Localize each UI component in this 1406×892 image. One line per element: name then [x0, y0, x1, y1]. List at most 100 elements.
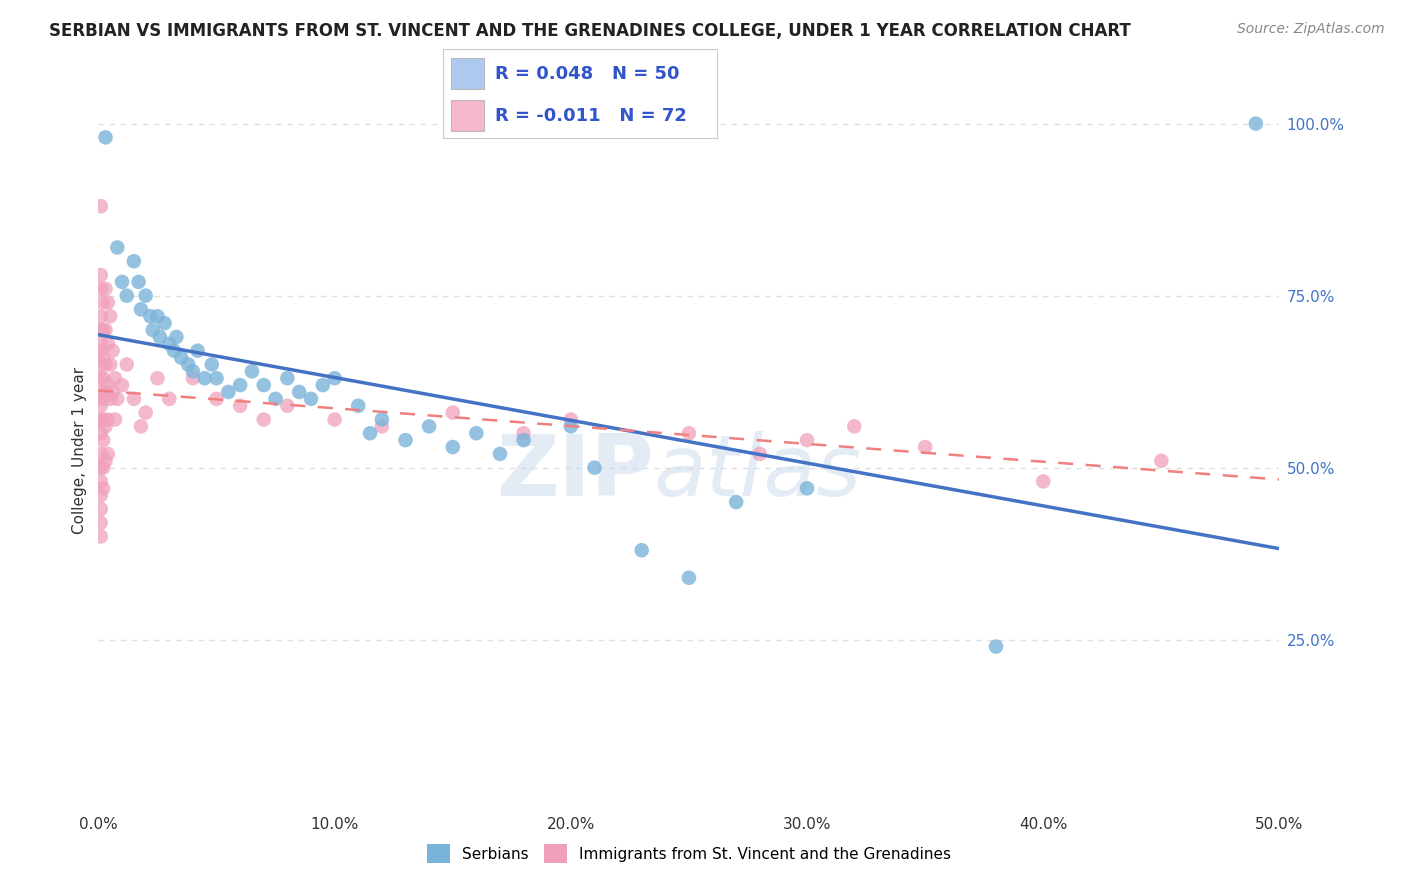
- Point: [90, 502, 112, 516]
- Point: [90, 323, 112, 337]
- Point: [678, 426, 700, 441]
- Point: [104, 412, 127, 426]
- Point: [984, 640, 1007, 654]
- Point: [90, 447, 112, 461]
- Point: [90, 475, 112, 489]
- Point: [914, 440, 936, 454]
- Point: [91, 433, 114, 447]
- Point: [165, 330, 187, 344]
- Point: [371, 419, 394, 434]
- Point: [201, 358, 224, 372]
- Point: [678, 571, 700, 585]
- Point: [91, 323, 114, 337]
- Point: [91, 371, 114, 385]
- Point: [98, 358, 121, 372]
- Point: [748, 447, 770, 461]
- Text: atlas: atlas: [654, 431, 862, 514]
- Text: Source: ZipAtlas.com: Source: ZipAtlas.com: [1237, 22, 1385, 37]
- Point: [229, 378, 252, 392]
- Point: [90, 516, 112, 530]
- Point: [157, 336, 180, 351]
- Point: [276, 399, 298, 413]
- Point: [91, 481, 114, 495]
- Point: [205, 371, 228, 385]
- Point: [94, 419, 117, 434]
- Text: R = 0.048   N = 50: R = 0.048 N = 50: [495, 64, 679, 83]
- Point: [98, 310, 121, 324]
- Point: [146, 371, 169, 385]
- Point: [194, 371, 217, 385]
- Point: [90, 310, 112, 324]
- Point: [90, 343, 112, 358]
- Point: [94, 282, 117, 296]
- Point: [91, 460, 114, 475]
- Point: [153, 316, 176, 330]
- Point: [465, 426, 488, 441]
- Point: [94, 454, 117, 468]
- Point: [94, 323, 117, 337]
- Point: [630, 543, 652, 558]
- Point: [122, 254, 145, 268]
- Legend: Serbians, Immigrants from St. Vincent and the Grenadines: Serbians, Immigrants from St. Vincent an…: [420, 838, 957, 869]
- Point: [560, 419, 582, 434]
- Point: [253, 378, 276, 392]
- Point: [489, 447, 512, 461]
- Point: [90, 399, 112, 413]
- Point: [725, 495, 748, 509]
- Point: [359, 426, 381, 441]
- Point: [97, 412, 120, 426]
- Point: [90, 282, 112, 296]
- Point: [104, 371, 127, 385]
- Point: [253, 412, 276, 426]
- Point: [129, 419, 152, 434]
- Point: [441, 406, 464, 420]
- Point: [181, 371, 204, 385]
- Point: [90, 460, 112, 475]
- Point: [101, 384, 124, 399]
- Point: [418, 419, 440, 434]
- Point: [142, 323, 165, 337]
- Point: [111, 275, 134, 289]
- Point: [347, 399, 370, 413]
- Point: [323, 371, 346, 385]
- Point: [512, 426, 534, 441]
- Point: [94, 358, 117, 372]
- Point: [94, 384, 117, 399]
- Text: ZIP: ZIP: [496, 431, 654, 514]
- Point: [105, 392, 128, 406]
- Point: [90, 426, 112, 441]
- Point: [105, 240, 128, 254]
- Point: [91, 412, 114, 426]
- Point: [796, 433, 818, 447]
- FancyBboxPatch shape: [451, 58, 484, 89]
- Point: [101, 343, 124, 358]
- Point: [371, 412, 394, 426]
- Point: [796, 481, 818, 495]
- Point: [115, 288, 138, 302]
- Point: [115, 358, 138, 372]
- Point: [149, 330, 172, 344]
- Point: [94, 130, 117, 145]
- Point: [323, 412, 346, 426]
- Point: [90, 268, 112, 282]
- Point: [288, 384, 311, 399]
- Point: [122, 392, 145, 406]
- Point: [163, 343, 186, 358]
- Point: [844, 419, 866, 434]
- Point: [1244, 117, 1267, 131]
- Point: [129, 302, 152, 317]
- Point: [90, 358, 112, 372]
- Point: [91, 295, 114, 310]
- Point: [217, 384, 239, 399]
- Point: [299, 392, 322, 406]
- Point: [441, 440, 464, 454]
- FancyBboxPatch shape: [451, 100, 484, 131]
- Point: [1032, 475, 1054, 489]
- Point: [90, 384, 112, 399]
- Point: [229, 399, 252, 413]
- Point: [98, 392, 121, 406]
- Point: [91, 351, 114, 365]
- Point: [90, 488, 112, 502]
- Point: [90, 199, 112, 213]
- Point: [264, 392, 287, 406]
